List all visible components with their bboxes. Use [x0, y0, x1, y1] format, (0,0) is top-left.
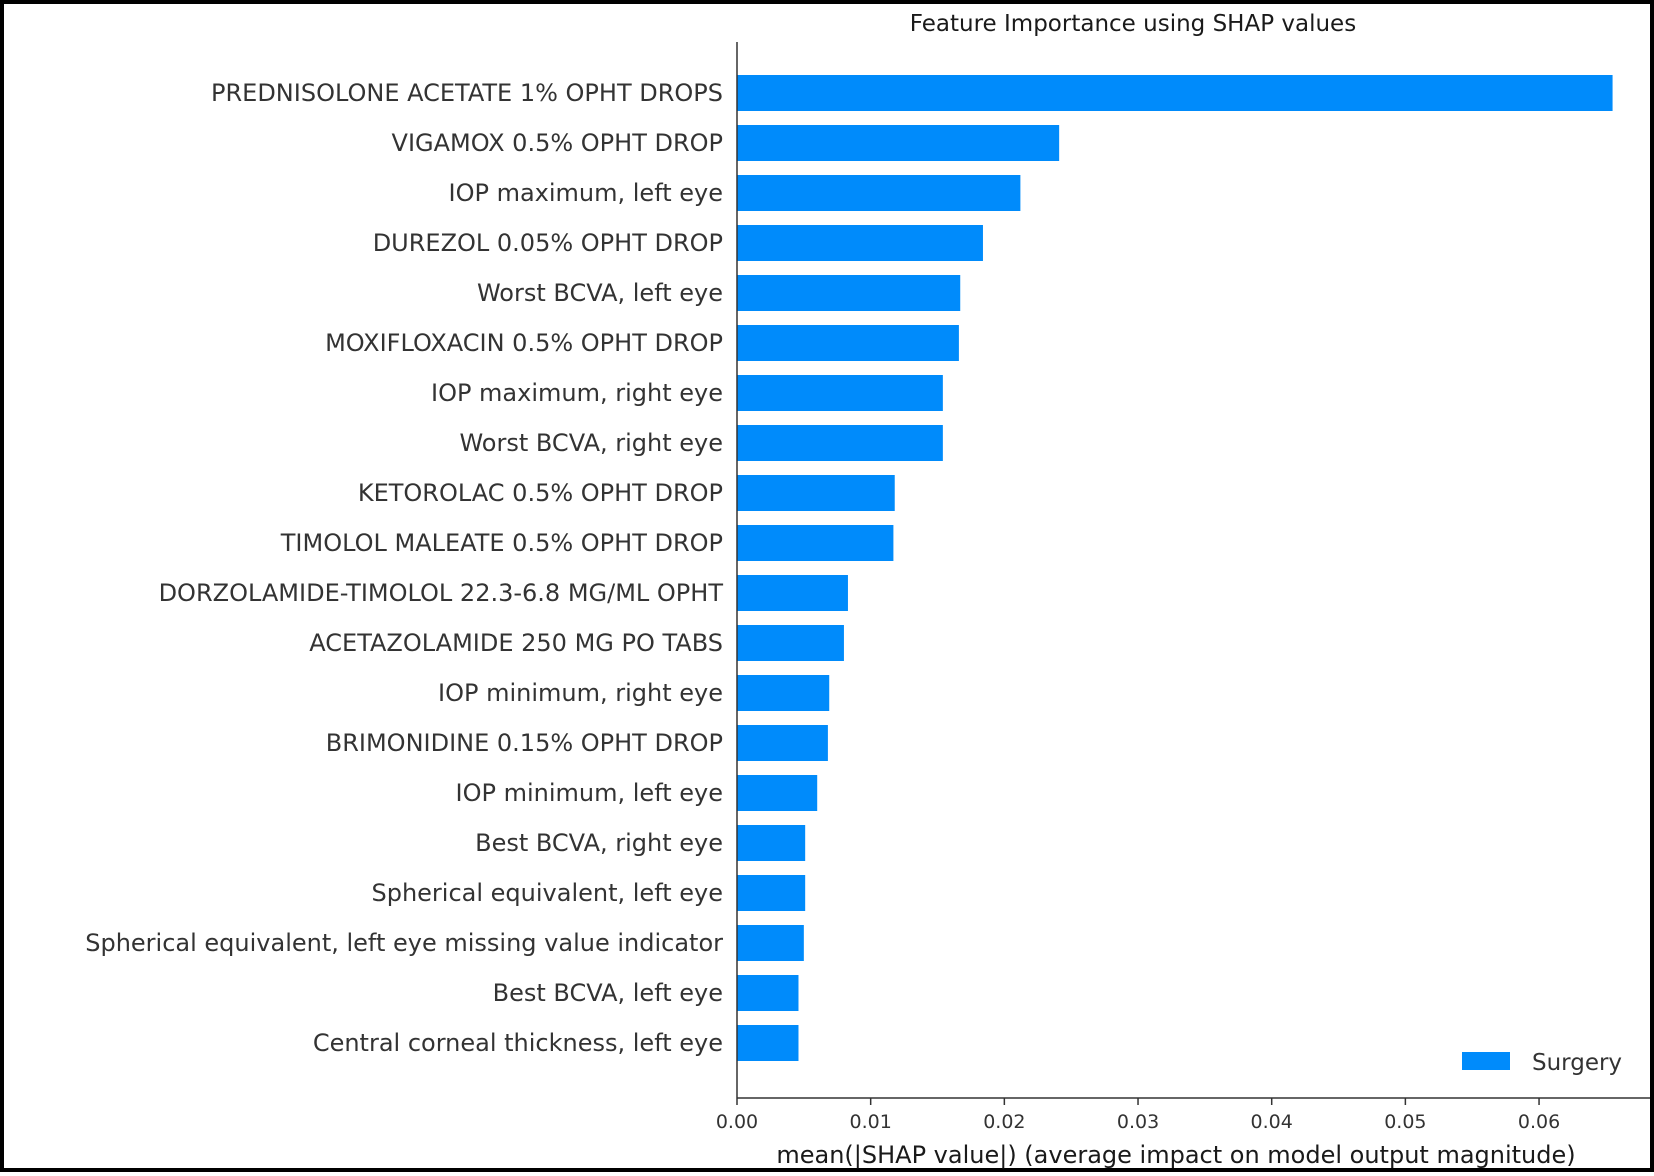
bar [737, 775, 818, 811]
x-ticks: 0.00 0.01 0.02 0.03 0.04 0.05 0.06 [716, 1098, 1560, 1133]
bar [737, 125, 1060, 161]
category-label: IOP minimum, left eye [456, 779, 723, 807]
bar [737, 425, 943, 461]
category-label: KETOROLAC 0.5% OPHT DROP [358, 479, 723, 507]
category-label: TIMOLOL MALEATE 0.5% OPHT DROP [280, 529, 723, 557]
category-label: Worst BCVA, left eye [477, 279, 723, 307]
bar [737, 275, 961, 311]
bar [737, 75, 1613, 111]
shap-bar-chart: Feature Importance using SHAP values PRE… [85, 11, 1650, 1169]
bar [737, 225, 983, 261]
x-tick-label: 0.05 [1384, 1111, 1426, 1133]
category-label: PREDNISOLONE ACETATE 1% OPHT DROPS [211, 79, 723, 107]
bar [737, 825, 806, 861]
category-label: Best BCVA, right eye [475, 829, 723, 857]
legend-swatch-surgery [1462, 1052, 1510, 1070]
bar [737, 675, 830, 711]
bar [737, 325, 959, 361]
x-tick-label: 0.02 [983, 1111, 1025, 1133]
x-axis-label: mean(|SHAP value|) (average impact on mo… [776, 1141, 1575, 1169]
bar [737, 725, 828, 761]
bars-group [737, 75, 1613, 1061]
legend: Surgery [1462, 1050, 1622, 1076]
category-label: VIGAMOX 0.5% OPHT DROP [392, 129, 723, 157]
bar [737, 925, 804, 961]
bar [737, 575, 848, 611]
category-label: DORZOLAMIDE-TIMOLOL 22.3-6.8 MG/ML OPHT [159, 579, 724, 607]
chart-title: Feature Importance using SHAP values [910, 11, 1356, 37]
category-label: Best BCVA, left eye [493, 979, 723, 1007]
bar [737, 525, 894, 561]
x-tick-label: 0.03 [1117, 1111, 1159, 1133]
category-label: MOXIFLOXACIN 0.5% OPHT DROP [325, 329, 723, 357]
bar [737, 1025, 799, 1061]
category-label: BRIMONIDINE 0.15% OPHT DROP [326, 729, 723, 757]
category-label: ACETAZOLAMIDE 250 MG PO TABS [309, 629, 723, 657]
category-label: Spherical equivalent, left eye [371, 879, 723, 907]
category-label: IOP maximum, right eye [431, 379, 723, 407]
x-tick-label: 0.04 [1251, 1111, 1293, 1133]
category-label: IOP minimum, right eye [438, 679, 723, 707]
category-label: Central corneal thickness, left eye [313, 1029, 723, 1057]
x-tick-label: 0.01 [850, 1111, 892, 1133]
x-tick-label: 0.00 [716, 1111, 758, 1133]
category-label: Spherical equivalent, left eye missing v… [85, 929, 723, 957]
legend-label-surgery: Surgery [1532, 1050, 1622, 1076]
category-labels: PREDNISOLONE ACETATE 1% OPHT DROPS VIGAMO… [85, 79, 723, 1057]
bar [737, 475, 895, 511]
category-label: DUREZOL 0.05% OPHT DROP [373, 229, 723, 257]
bar [737, 175, 1021, 211]
x-tick-label: 0.06 [1518, 1111, 1560, 1133]
bar [737, 975, 799, 1011]
category-label: IOP maximum, left eye [449, 179, 724, 207]
category-label: Worst BCVA, right eye [459, 429, 723, 457]
bar [737, 875, 806, 911]
bar [737, 375, 943, 411]
bar [737, 625, 844, 661]
